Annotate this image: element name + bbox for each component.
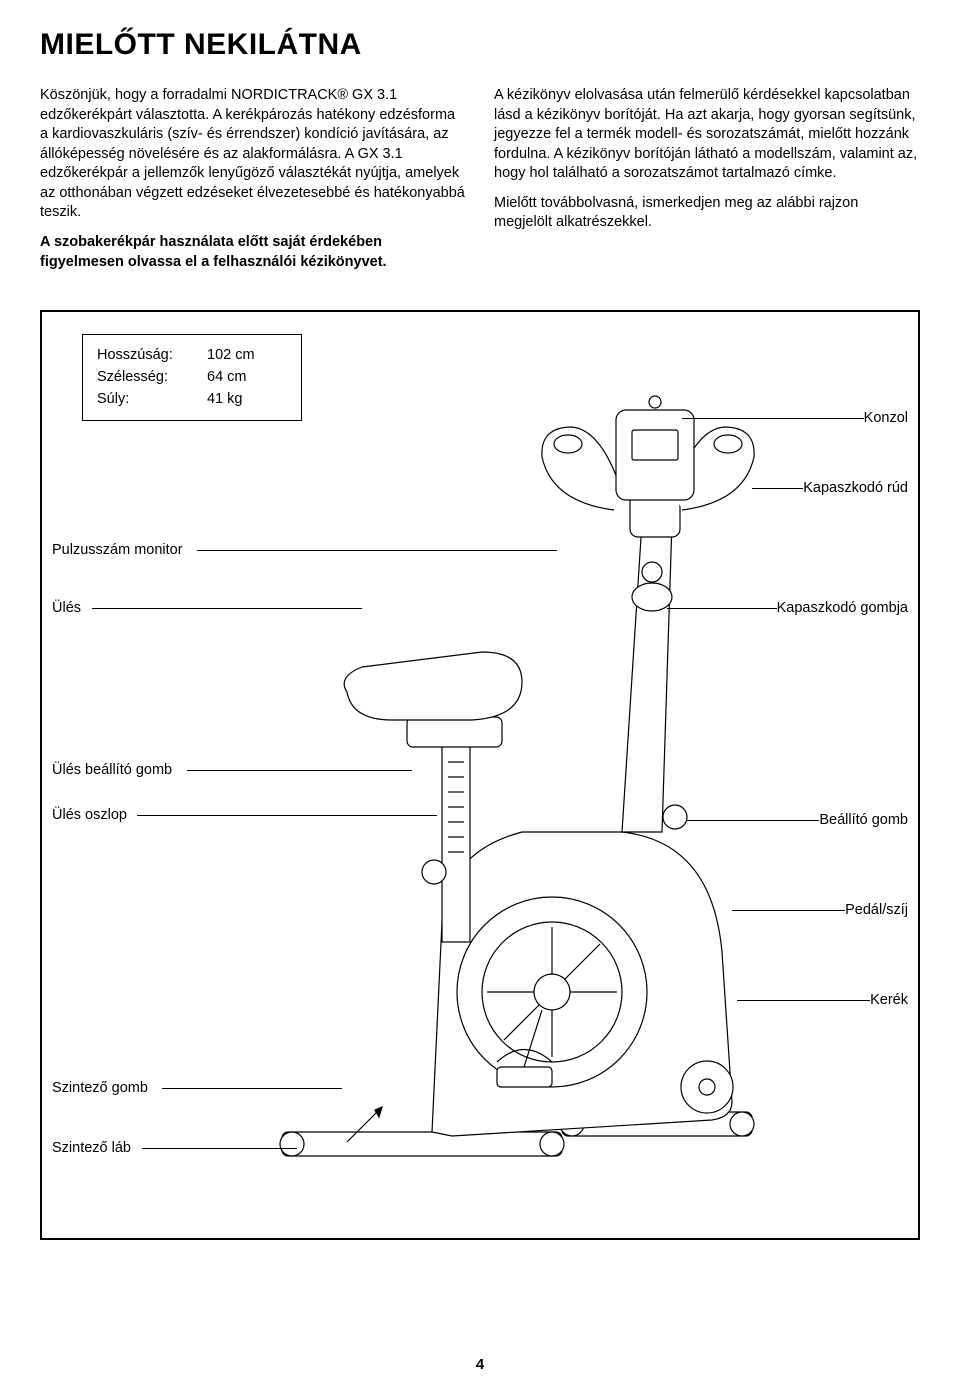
spec-row-length: Hosszúság: 102 cm: [97, 345, 287, 367]
exercise-bike-illustration: [242, 372, 802, 1202]
spec-width-label: Szélesség:: [97, 367, 207, 389]
spec-length-label: Hosszúság:: [97, 345, 207, 367]
leader-beallito-gomb: [687, 820, 827, 821]
left-column: Köszönjük, hogy a forradalmi NORDICTRACK…: [40, 86, 466, 282]
label-kapaszkodo-gombja: Kapaszkodó gombja: [777, 600, 908, 616]
label-pedal-szij: Pedál/szíj: [845, 902, 908, 918]
spec-row-weight: Súly: 41 kg: [97, 389, 287, 411]
right-column: A kézikönyv elolvasása után felmerülő ké…: [494, 86, 920, 282]
label-kapaszkodo-rud: Kapaszkodó rúd: [803, 480, 908, 496]
leader-kerek: [737, 1000, 882, 1001]
page-number: 4: [476, 1356, 484, 1373]
label-pulzusszam-monitor: Pulzusszám monitor: [52, 542, 183, 558]
label-konzol: Konzol: [864, 410, 908, 426]
spec-weight-value: 41 kg: [207, 389, 242, 411]
leader-pulzusszam-monitor: [197, 550, 557, 551]
label-ules-oszlop: Ülés oszlop: [52, 807, 127, 823]
leader-kapaszkodo-gombja: [667, 608, 782, 609]
spec-weight-label: Súly:: [97, 389, 207, 411]
right-paragraph-1: A kézikönyv elolvasása után felmerülő ké…: [494, 86, 920, 184]
leader-szintezo-lab: [142, 1148, 297, 1149]
label-beallito-gomb: Beállító gomb: [819, 812, 908, 828]
diagram-frame: Hosszúság: 102 cm Szélesség: 64 cm Súly:…: [40, 310, 920, 1240]
spec-width-value: 64 cm: [207, 367, 247, 389]
left-paragraph-1: Köszönjük, hogy a forradalmi NORDICTRACK…: [40, 86, 466, 223]
leader-pedal-szij: [732, 910, 847, 911]
right-paragraph-2: Mielőtt továbbolvasná, ismerkedjen meg a…: [494, 194, 920, 233]
label-kerek: Kerék: [870, 992, 908, 1008]
spec-length-value: 102 cm: [207, 345, 255, 367]
leader-ules-oszlop: [137, 815, 437, 816]
label-ules-beallito-gomb: Ülés beállító gomb: [52, 762, 172, 778]
page-title: MIELŐTT NEKILÁTNA: [40, 28, 920, 62]
text-columns: Köszönjük, hogy a forradalmi NORDICTRACK…: [40, 86, 920, 282]
leader-ules: [92, 608, 362, 609]
spec-row-width: Szélesség: 64 cm: [97, 367, 287, 389]
label-szintezo-lab: Szintező láb: [52, 1140, 131, 1156]
leader-ules-beallito-gomb: [187, 770, 412, 771]
leader-konzol: [682, 418, 882, 419]
spec-box: Hosszúság: 102 cm Szélesség: 64 cm Súly:…: [82, 334, 302, 421]
label-szintezo-gomb: Szintező gomb: [52, 1080, 148, 1096]
leader-szintezo-gomb: [162, 1088, 342, 1089]
left-paragraph-2: A szobakerékpár használata előtt saját é…: [40, 233, 466, 272]
label-ules: Ülés: [52, 600, 81, 616]
